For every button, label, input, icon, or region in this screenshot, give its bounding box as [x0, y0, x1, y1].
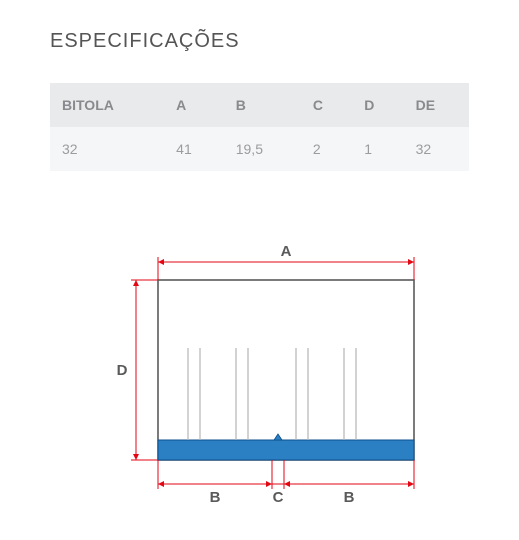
- technical-diagram: A D B C B: [80, 240, 440, 520]
- col-c: C: [301, 83, 352, 127]
- col-a: A: [164, 83, 224, 127]
- svg-text:D: D: [117, 362, 128, 379]
- spec-table-wrap: BITOLA A B C D DE 32 41 19,5 2 1 32: [50, 83, 469, 171]
- col-b: B: [224, 83, 301, 127]
- col-de: DE: [404, 83, 469, 127]
- svg-text:A: A: [281, 243, 292, 260]
- col-bitola: BITOLA: [50, 83, 164, 127]
- table-row: 32 41 19,5 2 1 32: [50, 127, 469, 171]
- spec-table: BITOLA A B C D DE 32 41 19,5 2 1 32: [50, 83, 469, 171]
- cell-c: 2: [301, 127, 352, 171]
- col-d: D: [352, 83, 403, 127]
- cell-b: 19,5: [224, 127, 301, 171]
- svg-text:C: C: [273, 489, 284, 506]
- svg-text:B: B: [344, 489, 355, 506]
- table-header-row: BITOLA A B C D DE: [50, 83, 469, 127]
- section-title: ESPECIFICAÇÕES: [0, 0, 519, 53]
- cell-a: 41: [164, 127, 224, 171]
- svg-text:B: B: [210, 489, 221, 506]
- cell-d: 1: [352, 127, 403, 171]
- cell-bitola: 32: [50, 127, 164, 171]
- cell-de: 32: [404, 127, 469, 171]
